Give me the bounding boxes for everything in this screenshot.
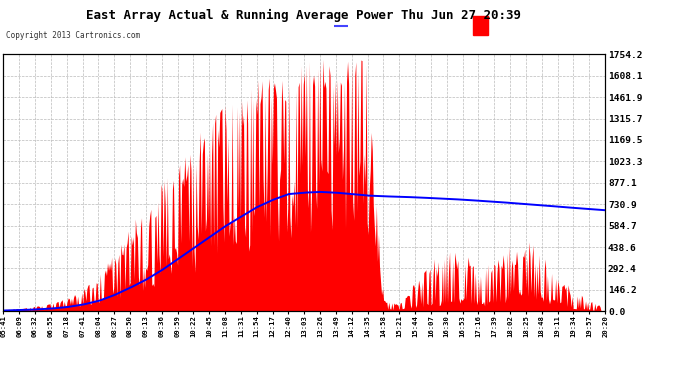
Text: East Array Actual & Running Average Power Thu Jun 27 20:39: East Array Actual & Running Average Powe… xyxy=(86,9,521,22)
Text: Copyright 2013 Cartronics.com: Copyright 2013 Cartronics.com xyxy=(6,31,139,40)
Text: Average  (DC Watts): Average (DC Watts) xyxy=(353,21,440,30)
Text: East Array  (DC Watts): East Array (DC Watts) xyxy=(492,21,593,30)
Bar xyxy=(473,16,489,35)
